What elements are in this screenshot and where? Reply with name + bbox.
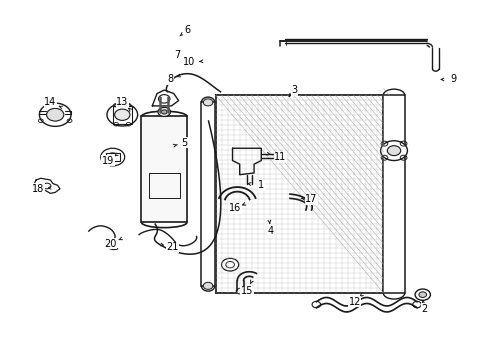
Text: 16: 16 xyxy=(228,203,241,213)
Text: 12: 12 xyxy=(348,297,360,307)
Circle shape xyxy=(414,289,429,300)
Circle shape xyxy=(203,282,212,289)
Text: 11: 11 xyxy=(274,152,286,162)
Text: 4: 4 xyxy=(267,226,273,236)
Text: 10: 10 xyxy=(183,57,195,67)
Bar xyxy=(215,95,383,293)
Circle shape xyxy=(101,148,124,166)
Text: 5: 5 xyxy=(181,138,187,148)
Circle shape xyxy=(412,301,421,308)
Circle shape xyxy=(46,108,64,121)
Circle shape xyxy=(158,107,170,117)
Text: 14: 14 xyxy=(44,98,57,107)
Text: 8: 8 xyxy=(167,75,173,85)
Text: 6: 6 xyxy=(183,25,190,35)
Bar xyxy=(141,117,186,222)
Circle shape xyxy=(114,109,130,120)
Circle shape xyxy=(203,99,212,106)
Text: 13: 13 xyxy=(116,98,128,107)
Text: 15: 15 xyxy=(240,286,253,296)
Text: 1: 1 xyxy=(258,180,264,190)
Text: 3: 3 xyxy=(291,85,297,95)
Bar xyxy=(201,102,214,286)
Text: 9: 9 xyxy=(449,75,455,85)
Circle shape xyxy=(221,258,238,271)
Circle shape xyxy=(107,103,137,126)
Bar xyxy=(105,153,120,161)
Text: 7: 7 xyxy=(174,50,180,60)
Circle shape xyxy=(380,141,407,161)
Bar xyxy=(112,106,132,123)
Circle shape xyxy=(311,301,320,308)
Circle shape xyxy=(161,110,167,114)
Bar xyxy=(383,95,404,293)
Text: 20: 20 xyxy=(104,239,116,248)
Circle shape xyxy=(386,146,400,156)
Text: 18: 18 xyxy=(32,184,44,194)
Text: 21: 21 xyxy=(166,242,179,252)
Text: 19: 19 xyxy=(102,156,114,166)
Text: 17: 17 xyxy=(305,194,317,204)
Circle shape xyxy=(40,103,71,126)
Circle shape xyxy=(236,288,244,294)
Circle shape xyxy=(107,153,118,161)
Text: 2: 2 xyxy=(420,304,427,314)
Bar xyxy=(148,173,180,198)
Circle shape xyxy=(418,292,426,297)
